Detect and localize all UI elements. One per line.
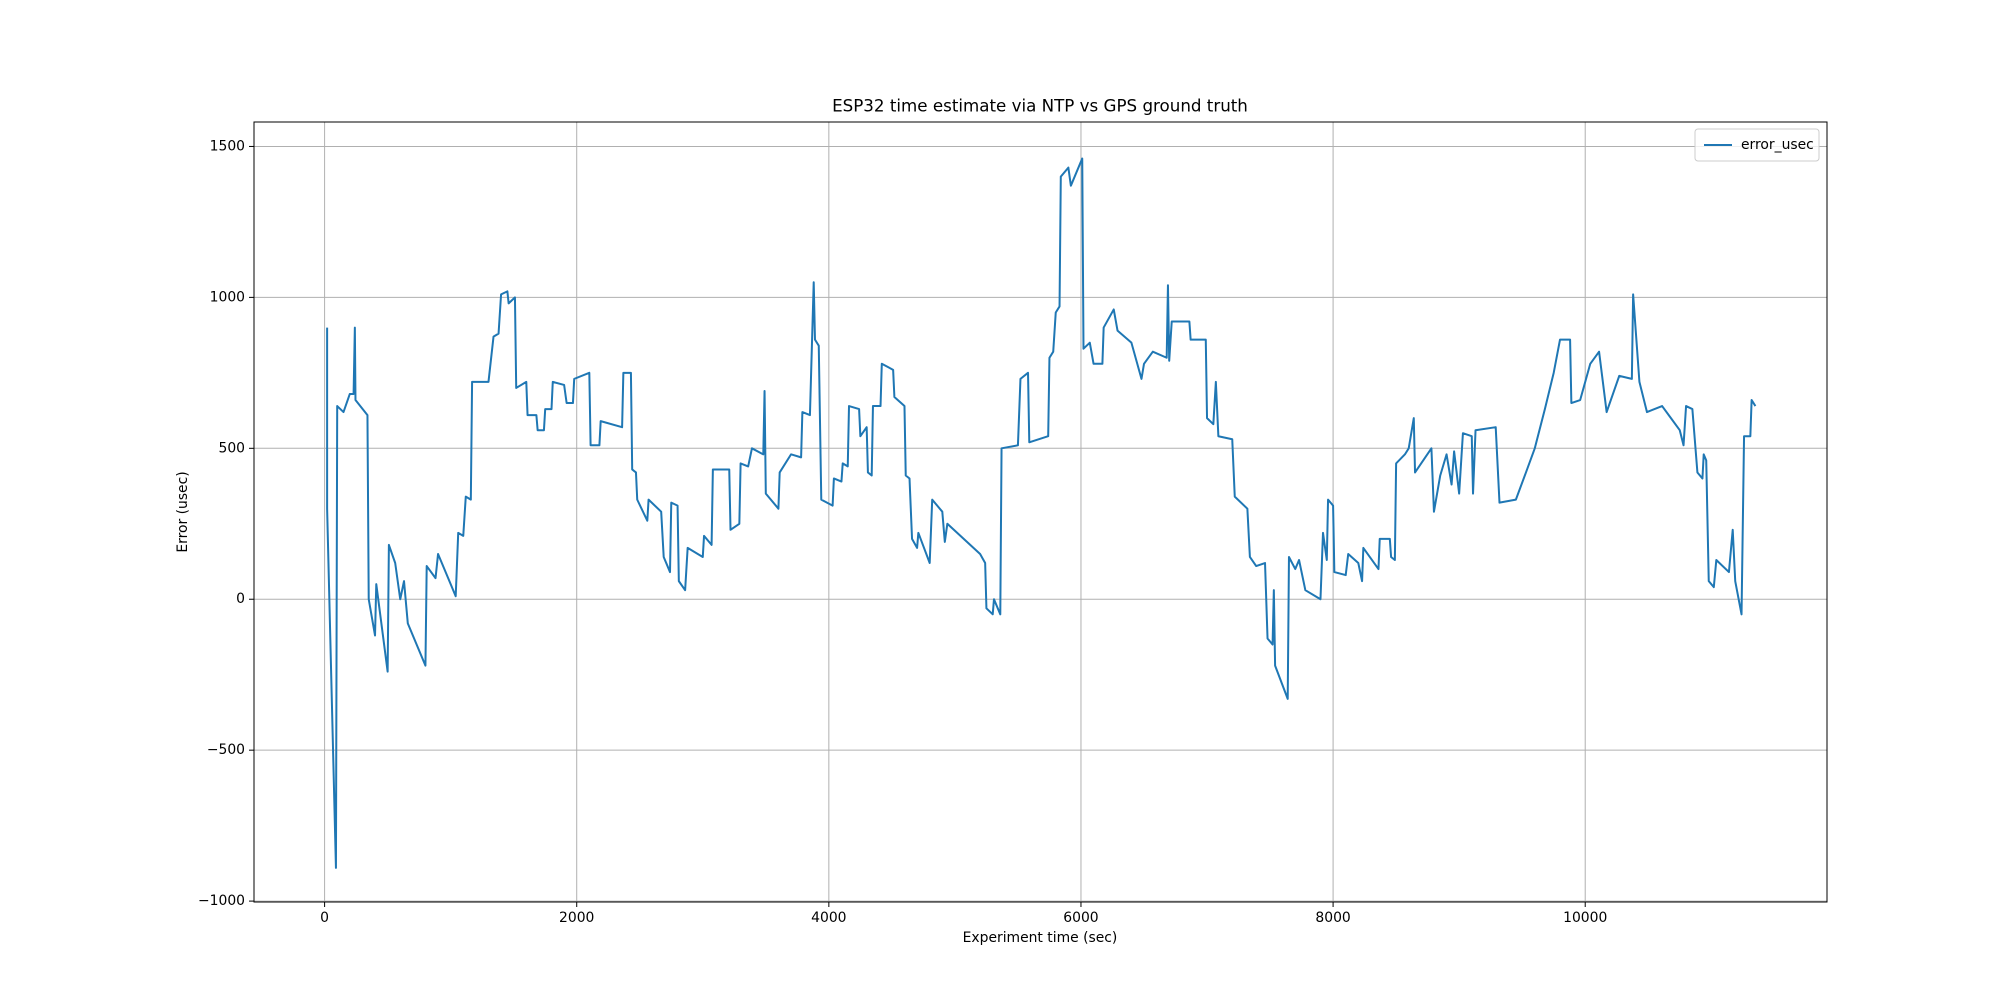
x-tick-label: 8000 [1315, 910, 1350, 926]
x-axis-label: Experiment time (sec) [963, 930, 1118, 946]
legend: error_usec [1694, 128, 1820, 162]
plot-frame [253, 121, 1828, 903]
x-tick-label: 0 [320, 910, 329, 926]
x-tick-label: 10000 [1563, 910, 1607, 926]
x-tick-label: 6000 [1063, 910, 1098, 926]
chart-title: ESP32 time estimate via NTP vs GPS groun… [832, 96, 1248, 116]
y-tick-label: −500 [207, 742, 245, 758]
data-line [326, 157, 1757, 869]
y-tick-label: 0 [236, 591, 245, 607]
y-tick-label: 500 [218, 440, 245, 456]
y-tick-label: 1000 [210, 289, 245, 305]
legend-box [1694, 128, 1820, 162]
x-tick-label: 2000 [559, 910, 594, 926]
y-tick-label: 1500 [210, 138, 245, 154]
x-tick-label: 4000 [811, 910, 846, 926]
legend-label: error_usec [1741, 137, 1814, 153]
y-tick-label: −1000 [198, 893, 245, 909]
y-axis-label: Error (usec) [175, 471, 191, 552]
